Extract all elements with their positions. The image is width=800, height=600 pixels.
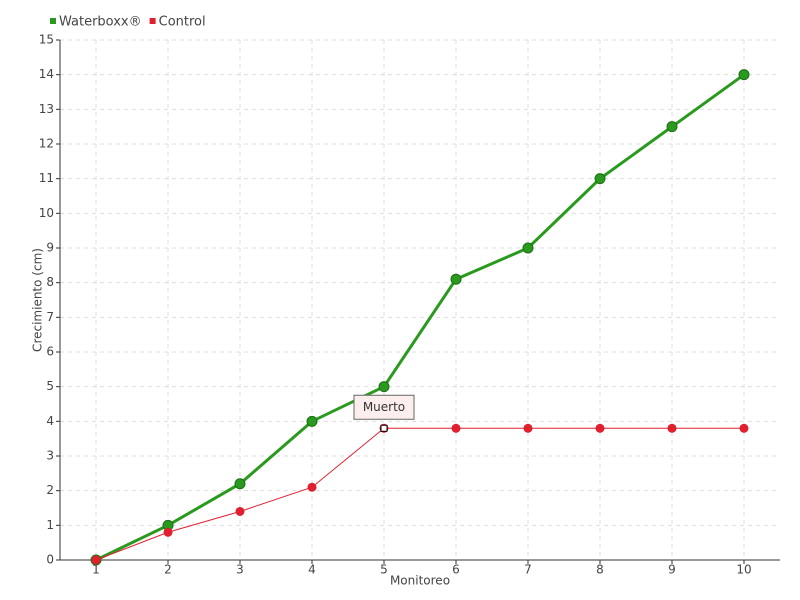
x-tick-label: 7	[524, 563, 532, 577]
annotation-text: Muerto	[363, 400, 405, 414]
y-tick-label: 5	[46, 379, 54, 393]
legend-swatch	[149, 18, 156, 24]
y-tick-label: 9	[46, 241, 54, 255]
y-tick-label: 14	[39, 67, 54, 81]
legend-label: Waterboxx®	[59, 15, 142, 30]
legend-swatch	[50, 18, 56, 24]
x-tick-label: 3	[236, 563, 244, 577]
x-tick-label: 6	[452, 563, 460, 577]
annotation-marker	[380, 424, 388, 432]
point	[91, 555, 101, 565]
annotation-box	[353, 394, 415, 420]
point	[234, 478, 246, 490]
x-tick-label: 2	[164, 563, 172, 577]
y-tick-label: 8	[46, 275, 54, 289]
point	[450, 273, 462, 285]
x-axis-label: Monitoreo	[390, 574, 450, 588]
y-tick-label: 0	[46, 553, 54, 567]
x-tick-label: 4	[308, 563, 316, 577]
point	[306, 415, 318, 427]
y-axis-label: Crecimiento (cm)	[31, 248, 45, 352]
y-tick-label: 2	[46, 483, 54, 497]
point	[235, 506, 245, 516]
y-tick-label: 3	[46, 449, 54, 463]
point	[522, 242, 534, 254]
point	[595, 423, 605, 433]
y-tick-label: 13	[39, 102, 54, 116]
y-tick-label: 12	[39, 137, 54, 151]
y-tick-label: 7	[46, 310, 54, 324]
series-line	[95, 427, 744, 561]
point	[523, 423, 533, 433]
y-tick-label: 10	[39, 206, 54, 220]
y-tick-label: 6	[46, 345, 54, 359]
point	[594, 173, 606, 185]
point	[451, 423, 461, 433]
x-tick-label: 8	[596, 563, 604, 577]
x-tick-label: 5	[380, 563, 388, 577]
legend-label: Control	[159, 15, 206, 30]
point	[307, 482, 317, 492]
y-tick-label: 1	[46, 518, 54, 532]
series-line	[95, 73, 745, 562]
y-tick-label: 4	[46, 414, 54, 428]
point	[667, 423, 677, 433]
x-tick-label: 10	[736, 563, 751, 577]
point	[163, 527, 173, 537]
point	[666, 121, 678, 133]
x-tick-label: 9	[668, 563, 676, 577]
point	[378, 381, 390, 393]
y-tick-label: 11	[39, 171, 54, 185]
point	[739, 423, 749, 433]
y-tick-label: 15	[39, 33, 54, 47]
x-tick-label: 1	[92, 563, 100, 577]
point	[738, 69, 750, 81]
